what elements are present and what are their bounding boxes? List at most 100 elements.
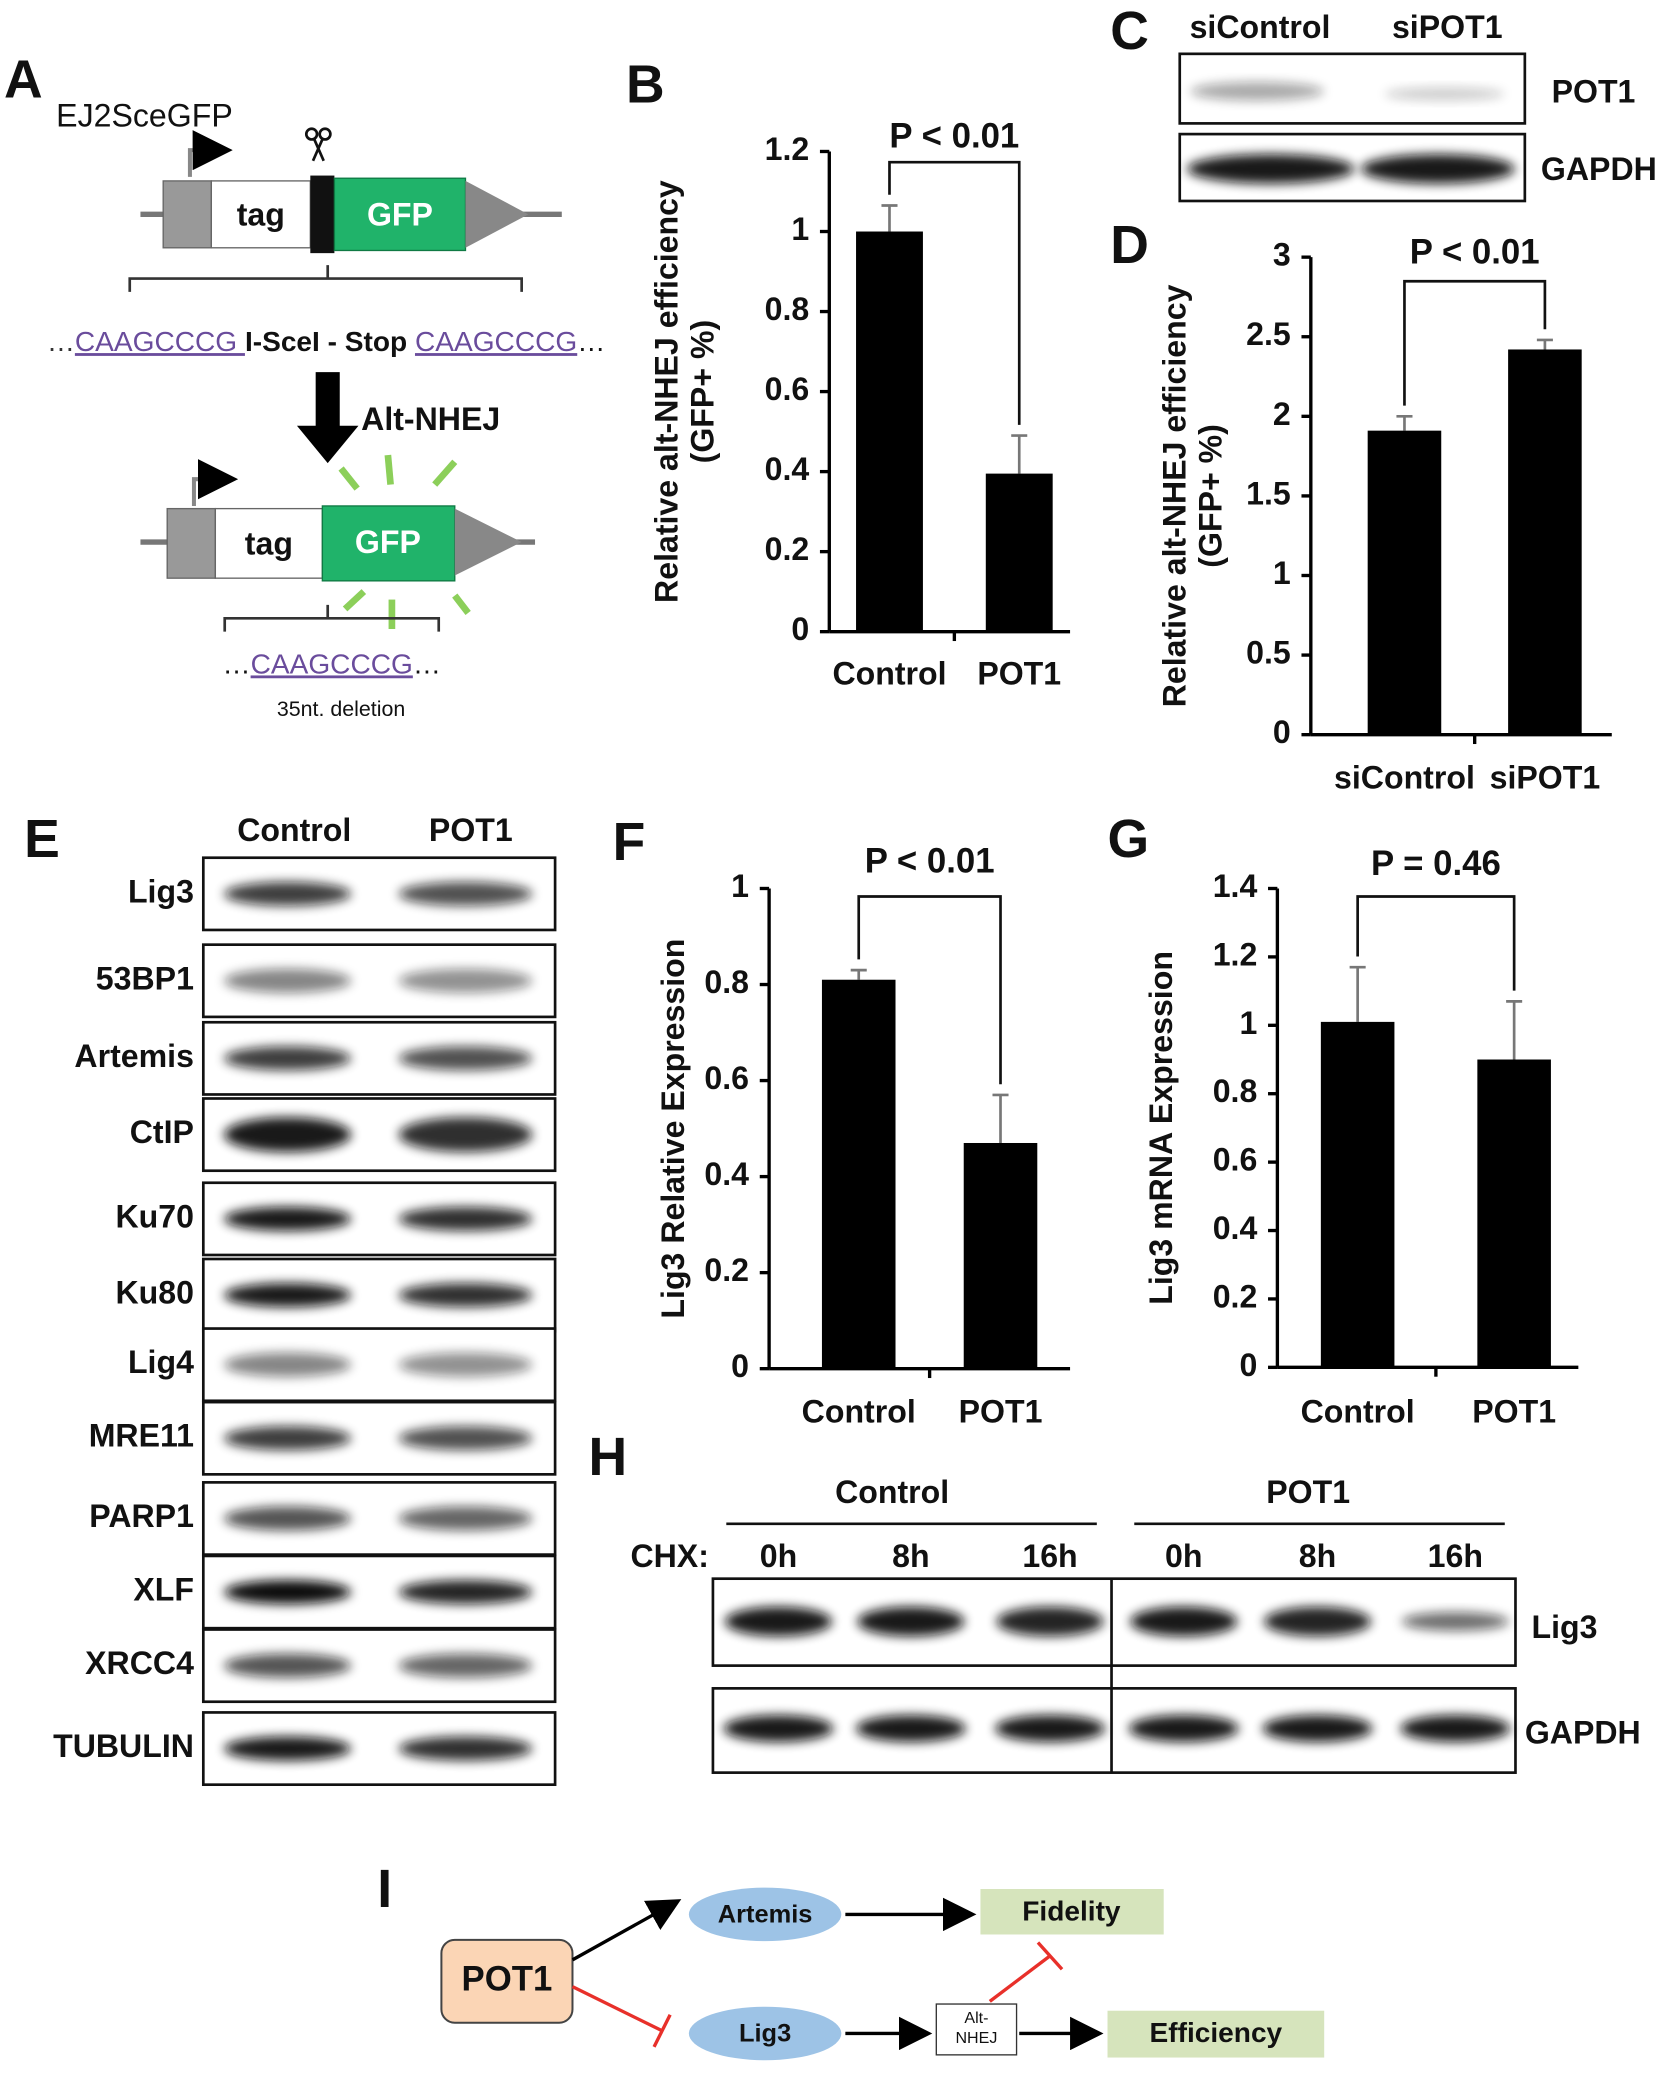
node-label: Efficiency xyxy=(1150,2017,1283,2048)
band xyxy=(1187,154,1355,184)
gfp-box xyxy=(321,505,456,582)
panel-a: EJ2SceGFP tag GFP …CAAGCCCG I-SceI - Sto… xyxy=(47,98,605,722)
band xyxy=(1401,1612,1509,1631)
band xyxy=(224,881,352,906)
y-tick-label: 1.2 xyxy=(765,131,810,167)
time-label: 16h xyxy=(1022,1538,1077,1574)
terminator xyxy=(454,508,522,576)
band xyxy=(398,1736,533,1761)
time-label: 8h xyxy=(892,1538,929,1574)
band xyxy=(996,1606,1104,1637)
seq-part: … xyxy=(577,327,605,358)
p-value: P = 0.46 xyxy=(1371,845,1501,883)
node xyxy=(980,1889,1164,1935)
band xyxy=(1130,1606,1238,1637)
y-tick-label: 0.4 xyxy=(704,1156,749,1192)
note: 35nt. deletion xyxy=(277,697,405,721)
row-label: TUBULIN xyxy=(53,1728,194,1764)
row-label: 53BP1 xyxy=(96,960,194,996)
blot-box xyxy=(711,1577,1517,1667)
bar xyxy=(1508,349,1582,735)
row-label: Lig3 xyxy=(1532,1609,1598,1645)
band xyxy=(1384,87,1505,101)
gfp-box xyxy=(333,177,467,252)
significance-bracket xyxy=(1403,279,1547,406)
error-bar xyxy=(1536,338,1553,350)
error-bar xyxy=(881,204,898,232)
seq-part: … xyxy=(413,649,441,680)
sequence: …CAAGCCCG I-SceI - Stop CAAGCCCG… xyxy=(47,327,605,358)
y-tick-label: 0.8 xyxy=(704,964,749,1000)
band xyxy=(398,1206,533,1231)
band xyxy=(224,1352,352,1377)
y-axis-label: (GFP+ %) xyxy=(1193,424,1229,568)
y-tick-label: 0.6 xyxy=(704,1060,749,1096)
lane-label: POT1 xyxy=(429,812,513,848)
p-value: P < 0.01 xyxy=(889,117,1019,155)
x-tick-label: Control xyxy=(832,655,946,691)
node-label: Alt- xyxy=(964,2009,988,2027)
seq-part: CAAGCCCG xyxy=(251,649,413,680)
band xyxy=(724,1606,832,1637)
bar xyxy=(821,979,896,1369)
y-tick-label: 0.8 xyxy=(765,291,810,327)
band xyxy=(856,1715,966,1742)
band xyxy=(1128,1715,1239,1742)
error-bar xyxy=(1396,414,1413,431)
time-label: 16h xyxy=(1428,1538,1483,1574)
y-tick-label: 0 xyxy=(791,611,809,647)
row-label: CtIP xyxy=(130,1114,194,1150)
error-bar xyxy=(1506,1000,1523,1060)
y-tick-label: 1.5 xyxy=(1246,475,1291,511)
panel-letter: A xyxy=(4,50,43,109)
band xyxy=(398,1283,533,1308)
panel-letter: I xyxy=(377,1860,392,1919)
error-bar xyxy=(850,968,867,980)
band xyxy=(398,1046,533,1071)
row-label: POT1 xyxy=(1552,73,1636,109)
arrow-label: Alt-NHEJ xyxy=(361,401,500,437)
y-tick-label: 2 xyxy=(1273,396,1291,432)
y-tick-label: 0 xyxy=(1273,714,1291,750)
seq-part: CAAGCCCG xyxy=(75,327,245,358)
y-axis-label: (GFP+ %) xyxy=(684,320,720,464)
glow xyxy=(338,454,471,629)
x-tick-label: siPOT1 xyxy=(1490,760,1601,796)
panel-letter: D xyxy=(1110,216,1149,275)
band xyxy=(398,1352,533,1377)
y-tick-label: 0.4 xyxy=(1213,1210,1258,1246)
node-label: POT1 xyxy=(462,1960,553,1998)
lane-label: siControl xyxy=(1190,9,1331,45)
band xyxy=(224,1117,352,1152)
y-tick-label: 1 xyxy=(1239,1005,1257,1041)
row-labels: Lig3 53BP1 Artemis CtIP Ku70 Ku80 Lig4 MRE11 PAR… xyxy=(53,873,194,1764)
band xyxy=(224,1506,352,1531)
x-tick-label: siControl xyxy=(1334,760,1475,796)
seq-part: I-SceI - Stop xyxy=(245,327,415,358)
scissors xyxy=(304,127,332,162)
y-axis-label: Relative alt-NHEJ efficiency xyxy=(1157,284,1193,707)
panel-letter: C xyxy=(1110,2,1149,61)
group-label: POT1 xyxy=(1266,1474,1350,1510)
band xyxy=(398,1653,533,1678)
y-tick-label: 0.2 xyxy=(704,1252,749,1288)
row-label: PARP1 xyxy=(89,1498,194,1534)
lane-label: Control xyxy=(237,812,351,848)
site xyxy=(310,175,335,254)
time-label: 8h xyxy=(1299,1538,1336,1574)
seq-part: CAAGCCCG xyxy=(415,327,577,358)
bar xyxy=(963,1142,1038,1369)
y-axis-label: Relative alt-NHEJ efficiency xyxy=(648,180,684,603)
band xyxy=(224,968,352,993)
band xyxy=(398,1117,533,1152)
x-tick-label: POT1 xyxy=(1472,1394,1556,1430)
bracket xyxy=(223,604,441,632)
band xyxy=(224,1206,352,1231)
band xyxy=(857,1606,965,1637)
y-tick-label: 1 xyxy=(791,211,809,247)
band xyxy=(1360,154,1515,184)
band xyxy=(224,1653,352,1678)
row-label: GAPDH xyxy=(1541,151,1657,187)
